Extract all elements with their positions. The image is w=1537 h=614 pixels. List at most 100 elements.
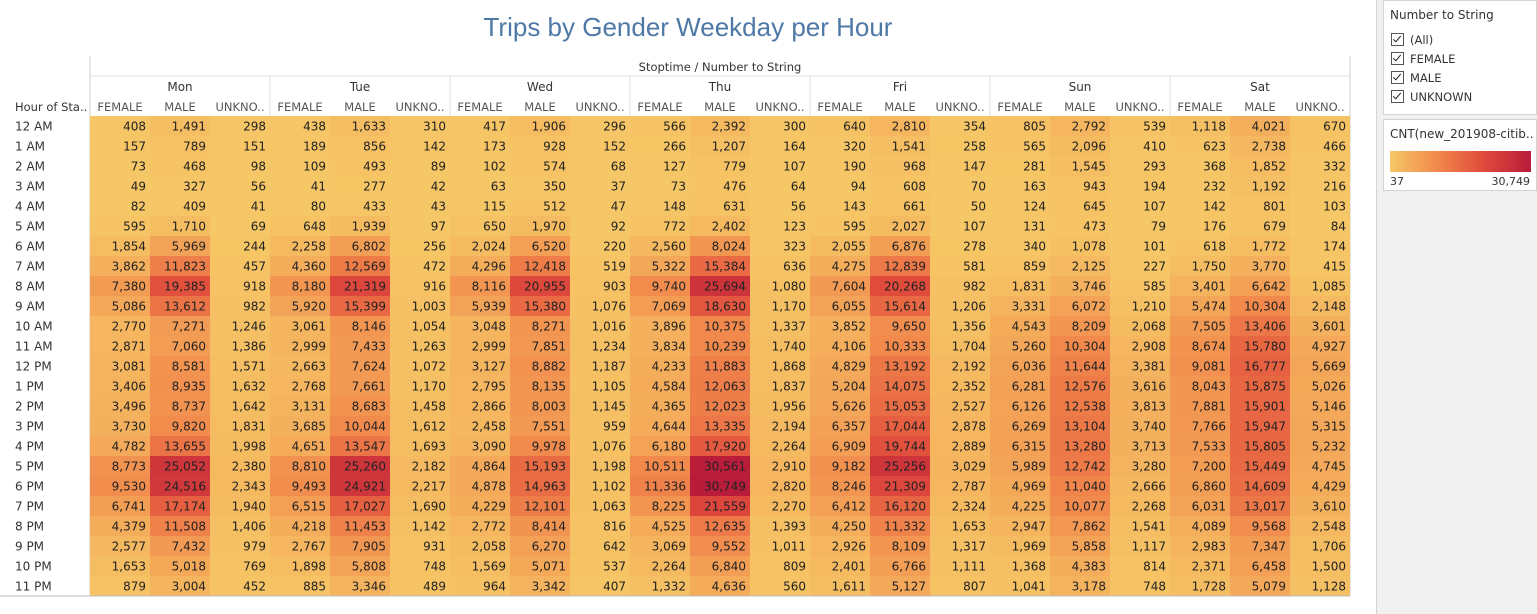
heatmap-cell (990, 356, 1050, 376)
heatmap-cell (990, 256, 1050, 276)
heatmap-cell (1050, 136, 1110, 156)
heatmap-cell (870, 476, 930, 496)
cell-value: 6,357 (832, 420, 866, 434)
heatmap-cell (930, 376, 990, 396)
cell-value: 8,116 (472, 280, 506, 294)
heatmap-cell (930, 496, 990, 516)
cell-value: 10,304 (1064, 340, 1106, 354)
heatmap-cell (630, 396, 690, 416)
cell-value: 1,940 (232, 500, 266, 514)
heatmap-cell (150, 336, 210, 356)
heatmap-cell (510, 556, 570, 576)
cell-value: 2,392 (712, 120, 746, 134)
cell-value: 650 (483, 220, 506, 234)
heatmap-cell (450, 356, 510, 376)
cell-value: 2,068 (1132, 320, 1166, 334)
heatmap-cell (1290, 336, 1350, 356)
heatmap-cell (390, 536, 450, 556)
cell-value: 37 (611, 180, 626, 194)
cell-value: 69 (251, 220, 266, 234)
cell-value: 2,258 (292, 240, 326, 254)
cell-value: 4,233 (652, 360, 686, 374)
cell-value: 3,610 (1312, 500, 1346, 514)
heatmap-cell (210, 336, 270, 356)
cell-value: 98 (251, 160, 266, 174)
checkbox-checked-icon[interactable] (1391, 71, 1404, 84)
filter-option-unknown[interactable]: UNKNOWN (1384, 87, 1536, 106)
cell-value: 17,174 (164, 500, 206, 514)
cell-value: 15,449 (1244, 460, 1286, 474)
cell-value: 2,458 (472, 420, 506, 434)
cell-value: 1,393 (772, 520, 806, 534)
filter-option-female[interactable]: FEMALE (1384, 49, 1536, 68)
cell-value: 648 (303, 220, 326, 234)
cell-value: 1,003 (412, 300, 446, 314)
heatmap-cell (1230, 116, 1290, 136)
checkbox-checked-icon[interactable] (1391, 33, 1404, 46)
cell-value: 3,616 (1132, 380, 1166, 394)
heatmap-cell (810, 176, 870, 196)
heatmap-cell (150, 236, 210, 256)
heatmap-cell (810, 496, 870, 516)
gender-header: UNKNO.. (215, 100, 264, 114)
heatmap-cell (810, 276, 870, 296)
cell-value: 1,210 (1132, 300, 1166, 314)
cell-value: 2,820 (772, 480, 806, 494)
cell-value: 2,217 (412, 480, 446, 494)
heatmap-cell (390, 336, 450, 356)
checkbox-checked-icon[interactable] (1391, 52, 1404, 65)
cell-value: 232 (1203, 180, 1226, 194)
cell-value: 174 (1323, 240, 1346, 254)
cell-value: 9,182 (832, 460, 866, 474)
heatmap-cell (990, 476, 1050, 496)
heatmap-cell (930, 436, 990, 456)
cell-value: 1,690 (412, 500, 446, 514)
heatmap-cell (510, 436, 570, 456)
sidebar: Number to String (All) FEMALE MALE UNKNO… (1376, 0, 1537, 614)
heatmap-cell (150, 356, 210, 376)
row-label: 1 PM (15, 380, 44, 394)
filter-option-all[interactable]: (All) (1384, 30, 1536, 49)
cell-value: 3,131 (292, 400, 326, 414)
heatmap-cell (270, 456, 330, 476)
cell-value: 70 (971, 180, 986, 194)
cell-value: 4,021 (1252, 120, 1286, 134)
cell-value: 2,182 (412, 460, 446, 474)
heatmap-cell (1050, 336, 1110, 356)
heatmap-cell (330, 396, 390, 416)
cell-value: 1,571 (232, 360, 266, 374)
heatmap-cell (570, 356, 630, 376)
cell-value: 21,309 (884, 480, 926, 494)
checkbox-checked-icon[interactable] (1391, 90, 1404, 103)
heatmap-cell (1230, 136, 1290, 156)
cell-value: 1,458 (412, 400, 446, 414)
row-label: 8 PM (15, 520, 44, 534)
heatmap-cell (1050, 196, 1110, 216)
heatmap-cell (750, 556, 810, 576)
heatmap-cell (630, 276, 690, 296)
cell-value: 5,969 (172, 240, 206, 254)
heatmap-cell (90, 276, 150, 296)
heatmap-cell (1170, 356, 1230, 376)
heatmap-cell (270, 296, 330, 316)
cell-value: 4,360 (292, 260, 326, 274)
cell-value: 107 (783, 160, 806, 174)
cell-value: 1,939 (352, 220, 386, 234)
heatmap-cell (1170, 396, 1230, 416)
filter-option-male[interactable]: MALE (1384, 68, 1536, 87)
heatmap-cell (1110, 256, 1170, 276)
cell-value: 17,027 (344, 500, 386, 514)
cell-value: 10,511 (644, 460, 686, 474)
cell-value: 8,674 (1192, 340, 1226, 354)
day-header: Tue (349, 80, 371, 94)
heatmap-cell (450, 236, 510, 256)
cell-value: 959 (603, 420, 626, 434)
heatmap-cell (750, 196, 810, 216)
heatmap-cell (570, 516, 630, 536)
cell-value: 13,017 (1244, 500, 1286, 514)
cell-value: 2,772 (472, 520, 506, 534)
heatmap-cell (930, 116, 990, 136)
cell-value: 1,076 (592, 440, 626, 454)
gender-header: FEMALE (637, 100, 682, 114)
cell-value: 4,745 (1312, 460, 1346, 474)
